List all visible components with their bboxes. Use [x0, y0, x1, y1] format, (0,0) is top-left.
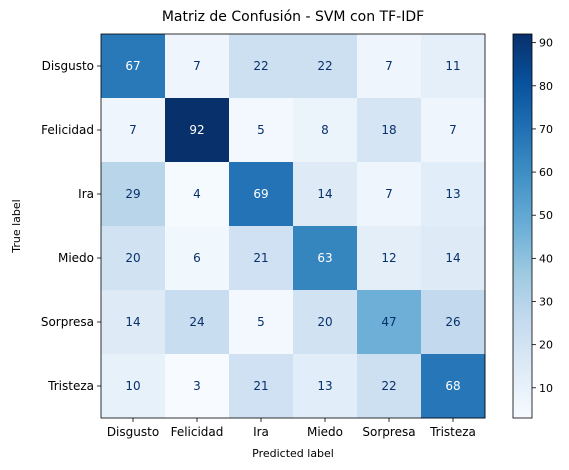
cell-value-label: 14	[125, 315, 140, 329]
y-tick-label: Disgusto	[42, 59, 94, 73]
colorbar-tick-label: 30	[539, 296, 553, 309]
cell-value-label: 21	[253, 251, 268, 265]
x-tick-label: Miedo	[307, 425, 343, 439]
cell-value-label: 20	[317, 315, 332, 329]
x-tick-label: Disgusto	[107, 425, 159, 439]
colorbar-ticks: 10 20 30 40 50 60 70 80 90	[532, 37, 553, 395]
cell-value-label: 7	[449, 123, 457, 137]
cell-value-label: 7	[385, 187, 393, 201]
colorbar-tick-label: 40	[539, 252, 553, 265]
colorbar-tick-label: 50	[539, 209, 553, 222]
cell-value-label: 7	[193, 59, 201, 73]
cell-value-label: 14	[317, 187, 332, 201]
colorbar-tick-label: 20	[539, 339, 553, 352]
cell-value-label: 68	[445, 379, 460, 393]
y-axis-label: True label	[10, 199, 23, 253]
colorbar-tick-label: 10	[539, 382, 553, 395]
cell-value-label: 8	[321, 123, 329, 137]
colorbar-tick-label: 60	[539, 166, 553, 179]
x-tick-label: Tristeza	[429, 425, 476, 439]
cell-value-label: 5	[257, 123, 265, 137]
cell-value-label: 18	[381, 123, 396, 137]
cell-value-label: 14	[445, 251, 460, 265]
x-tick-label: Ira	[253, 425, 269, 439]
chart-title: Matriz de Confusión - SVM con TF-IDF	[162, 9, 424, 25]
cell-value-label: 22	[253, 59, 268, 73]
cell-value-label: 13	[445, 187, 460, 201]
cell-value-label: 4	[193, 187, 201, 201]
cell-value-label: 67	[125, 59, 140, 73]
y-tick-label: Sorpresa	[41, 315, 94, 329]
y-axis: Disgusto Felicidad Ira Miedo Sorpresa Tristez…	[41, 59, 101, 393]
cell-value-label: 22	[381, 379, 396, 393]
cell-value-label: 20	[125, 251, 140, 265]
cell-value-label: 21	[253, 379, 268, 393]
cell-value-label: 7	[129, 123, 137, 137]
cell-value-label: 7	[385, 59, 393, 73]
cell-value-label: 26	[445, 315, 460, 329]
cell-value-label: 12	[381, 251, 396, 265]
heatmap-cells: 67 7 22 22 7 11 7 92 5 8 18 7 29 4 69 14 7 13 20 6 21 63 12 14 1…	[101, 34, 486, 419]
x-tick-label: Sorpresa	[362, 425, 415, 439]
colorbar-tick-label: 70	[539, 123, 553, 136]
x-axis: Disgusto Felicidad Ira Miedo Sorpresa Tristez…	[107, 418, 476, 439]
y-tick-label: Felicidad	[41, 123, 94, 137]
cell-value-label: 63	[317, 251, 332, 265]
y-tick-label: Miedo	[58, 251, 94, 265]
cell-value-label: 6	[193, 251, 201, 265]
cell-value-label: 69	[253, 187, 268, 201]
cell-value-label: 92	[189, 123, 204, 137]
cell-value-label: 47	[381, 315, 396, 329]
cell-value-label: 5	[257, 315, 265, 329]
colorbar-tick-label: 80	[539, 80, 553, 93]
y-tick-label: Ira	[78, 187, 94, 201]
y-tick-label: Tristeza	[47, 379, 94, 393]
cell-value-label: 29	[125, 187, 140, 201]
cell-value-label: 13	[317, 379, 332, 393]
colorbar	[513, 34, 532, 418]
cell-value-label: 3	[193, 379, 201, 393]
cell-value-label: 24	[189, 315, 204, 329]
x-tick-label: Felicidad	[171, 425, 224, 439]
colorbar-tick-label: 90	[539, 37, 553, 50]
cell-value-label: 10	[125, 379, 140, 393]
x-axis-label: Predicted label	[252, 447, 334, 460]
cell-value-label: 11	[445, 59, 460, 73]
cell-value-label: 22	[317, 59, 332, 73]
